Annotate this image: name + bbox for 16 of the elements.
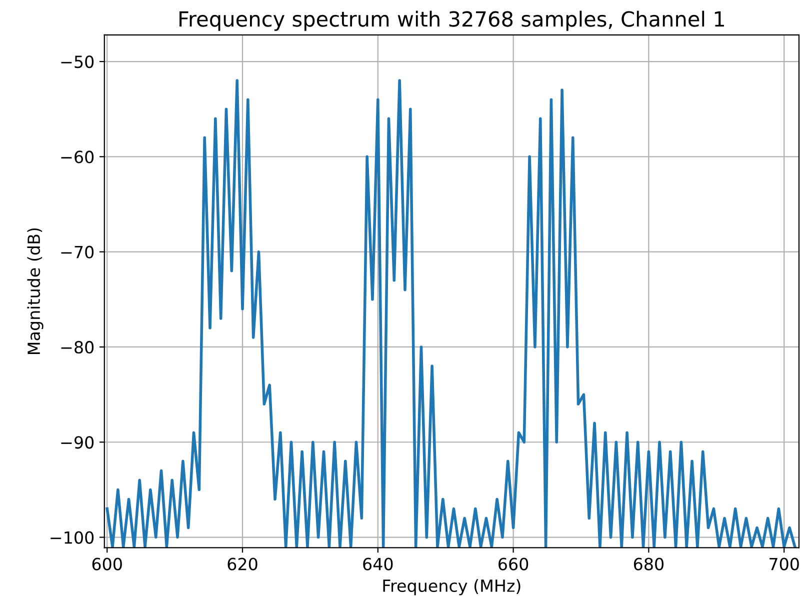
chart-title: Frequency spectrum with 32768 samples, Channel 1 [180, 10, 724, 31]
x-tick-label: 700 [770, 558, 799, 570]
y-tick-label: −60 [61, 150, 94, 164]
x-tick-label: 640 [363, 558, 393, 570]
x-axis-title: Frequency (MHz) [383, 579, 520, 596]
line-series [106, 79, 796, 548]
y-tick-label: −100 [50, 531, 94, 544]
y-tick-label: −50 [61, 55, 94, 68]
y-tick-label: −90 [61, 436, 94, 449]
x-tick-label: 660 [498, 558, 528, 570]
x-tick-label: 680 [634, 558, 664, 570]
y-tick-label: −70 [61, 246, 94, 258]
x-tick-label: 620 [228, 558, 258, 570]
x-tick-label: 600 [92, 558, 122, 570]
y-axis-title: Magnitude (dB) [27, 228, 44, 354]
y-tick-label: −80 [61, 340, 94, 354]
